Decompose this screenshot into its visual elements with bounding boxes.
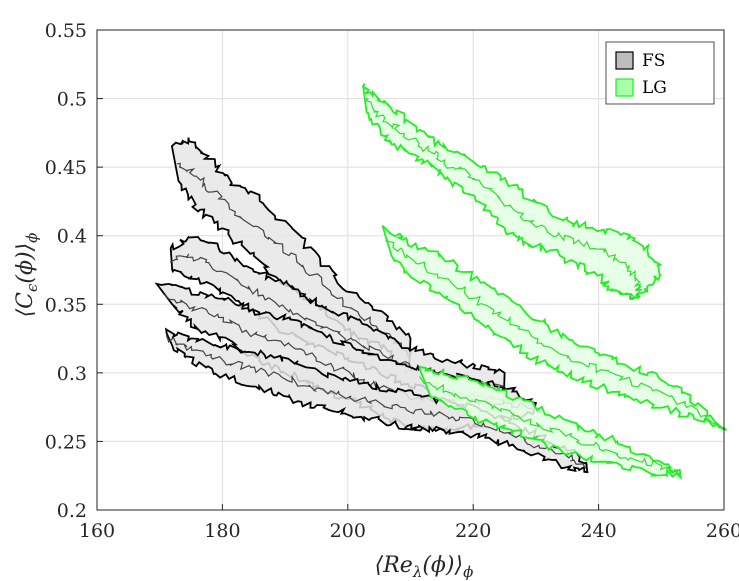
axes	[96, 29, 725, 511]
y-tick-label-1: 0.25	[45, 431, 87, 453]
x-tick-label-3: 220	[455, 520, 491, 542]
y-tick-label-5: 0.45	[45, 157, 87, 179]
series-lg-region-0	[361, 83, 663, 300]
y-tick-label-3: 0.35	[45, 294, 87, 316]
y-axis-label: ⟨Cϵ(ϕ)⟩ϕ	[13, 233, 41, 318]
x-tick-label-0: 160	[79, 520, 115, 542]
axes-box	[96, 29, 725, 511]
series-fs-trace-3	[165, 335, 587, 469]
y-tick-label-0: 0.2	[57, 500, 87, 522]
y-tick-label-2: 0.3	[57, 363, 87, 385]
legend: FS LG	[605, 41, 715, 105]
x-axis-label: ⟨Reλ(ϕ)⟩ϕ	[375, 553, 474, 581]
legend-swatch-lg	[615, 78, 634, 97]
series-lg-region-2	[418, 365, 683, 481]
y-tick-label-4: 0.4	[57, 226, 87, 248]
x-tick-label-4: 240	[580, 520, 616, 542]
legend-swatch-fs	[615, 51, 634, 70]
series-lg-region-1	[381, 225, 728, 431]
series-lg	[361, 83, 728, 481]
y-tick-label-7: 0.55	[45, 20, 87, 42]
series-fs-region-0	[170, 137, 412, 375]
ticks: 160 180 200 220 240 260 0.2 0.25 0.3 0.35 0.4 0.45 0…	[45, 20, 739, 542]
series-lg-trace-1	[385, 240, 725, 430]
plot-series	[154, 83, 728, 481]
legend-label-fs: FS	[642, 51, 665, 71]
x-tick-label-1: 180	[204, 520, 240, 542]
y-tick-label-6: 0.5	[57, 89, 87, 111]
x-tick-label-2: 200	[330, 520, 366, 542]
series-lg-trace-2	[419, 376, 681, 475]
series-lg-trace-0	[363, 97, 643, 301]
legend-label-lg: LG	[642, 78, 667, 98]
x-tick-label-5: 260	[706, 520, 739, 542]
